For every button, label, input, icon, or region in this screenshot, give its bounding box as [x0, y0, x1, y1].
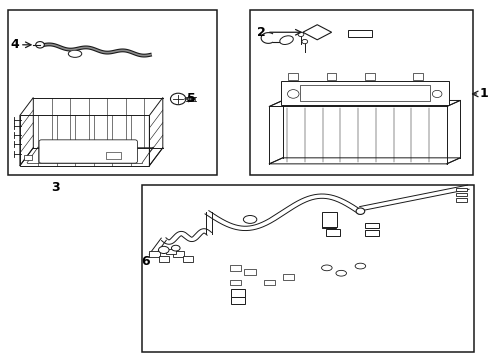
- Circle shape: [36, 41, 44, 48]
- Bar: [244, 269, 255, 275]
- Bar: [455, 188, 466, 192]
- Bar: [281, 81, 448, 105]
- Bar: [230, 289, 245, 297]
- Bar: [159, 256, 168, 262]
- Bar: [300, 85, 429, 101]
- Text: 5: 5: [187, 93, 196, 105]
- Bar: [142, 185, 473, 352]
- Ellipse shape: [321, 265, 331, 271]
- Bar: [249, 10, 472, 175]
- Bar: [23, 155, 32, 160]
- Text: 3: 3: [51, 181, 60, 194]
- Bar: [183, 256, 192, 262]
- Bar: [326, 73, 336, 80]
- Bar: [149, 251, 160, 257]
- Bar: [365, 223, 378, 228]
- Ellipse shape: [355, 208, 364, 215]
- Bar: [348, 30, 372, 37]
- Bar: [455, 193, 466, 197]
- Text: 6: 6: [141, 255, 149, 268]
- Text: 1: 1: [478, 87, 487, 100]
- Bar: [288, 73, 298, 80]
- Ellipse shape: [354, 263, 365, 269]
- FancyBboxPatch shape: [39, 140, 137, 163]
- Bar: [263, 280, 274, 285]
- Circle shape: [431, 90, 441, 98]
- Bar: [230, 297, 245, 304]
- Ellipse shape: [171, 245, 180, 251]
- Bar: [365, 230, 378, 235]
- Bar: [325, 229, 340, 235]
- Text: 2: 2: [256, 26, 265, 39]
- Bar: [455, 198, 466, 202]
- Bar: [166, 249, 175, 253]
- Circle shape: [301, 40, 307, 44]
- Circle shape: [298, 32, 303, 37]
- Ellipse shape: [335, 270, 346, 276]
- Circle shape: [170, 93, 185, 105]
- Circle shape: [287, 90, 298, 98]
- Ellipse shape: [279, 36, 293, 45]
- Bar: [229, 265, 241, 271]
- Ellipse shape: [68, 50, 81, 57]
- Ellipse shape: [158, 246, 169, 253]
- Bar: [282, 274, 294, 280]
- Bar: [365, 73, 374, 80]
- Bar: [322, 222, 336, 228]
- Bar: [229, 280, 241, 285]
- Bar: [173, 251, 183, 257]
- Bar: [322, 212, 337, 226]
- Bar: [412, 73, 422, 80]
- Text: 4: 4: [11, 38, 20, 51]
- Bar: [8, 10, 216, 175]
- Bar: [106, 152, 121, 159]
- Ellipse shape: [243, 216, 256, 224]
